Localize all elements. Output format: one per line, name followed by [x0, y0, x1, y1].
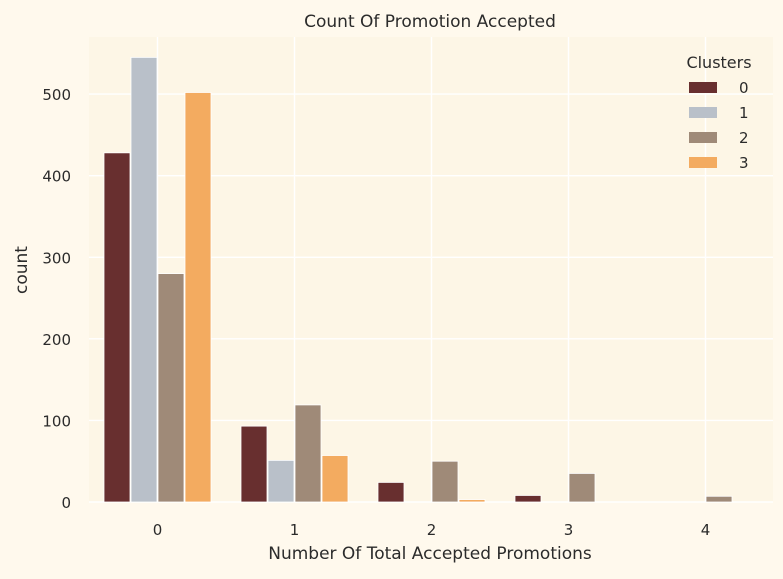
- legend-swatch: [689, 107, 717, 118]
- legend-title: Clusters: [686, 53, 751, 72]
- x-axis-label: Number Of Total Accepted Promotions: [268, 544, 592, 564]
- legend-entry: 3: [739, 154, 749, 172]
- y-tick-label: 100: [42, 412, 71, 430]
- legend-swatch: [689, 82, 717, 93]
- bar: [705, 495, 733, 503]
- bar: [294, 404, 322, 503]
- legend: Clusters 0 1 2 3: [686, 53, 751, 172]
- y-tick-label: 300: [42, 249, 71, 267]
- x-tick-label: 1: [290, 521, 300, 539]
- legend-entry: 0: [739, 79, 749, 97]
- x-tick-label: 3: [564, 521, 574, 539]
- bar: [377, 482, 405, 503]
- bar: [157, 273, 185, 503]
- bar: [240, 425, 268, 503]
- bar: [568, 473, 596, 503]
- x-tick-label: 2: [427, 521, 437, 539]
- chart-title: Count Of Promotion Accepted: [304, 12, 556, 32]
- bar: [130, 56, 158, 503]
- legend-entry: 1: [739, 104, 749, 122]
- bar: [184, 92, 212, 503]
- bar: [267, 459, 295, 503]
- bars: [103, 56, 733, 503]
- bar: [458, 499, 486, 503]
- y-tick-labels: 0 100 200 300 400 500: [42, 86, 71, 512]
- x-tick-labels: 0 1 2 3 4: [153, 521, 711, 539]
- y-tick-label: 200: [42, 331, 71, 349]
- bar: [514, 495, 542, 503]
- bar: [321, 455, 349, 503]
- x-tick-label: 4: [701, 521, 711, 539]
- bar: [103, 152, 131, 503]
- bar: [431, 460, 459, 503]
- y-tick-label: 0: [61, 494, 71, 512]
- legend-entry: 2: [739, 129, 749, 147]
- legend-swatch: [689, 132, 717, 143]
- y-tick-label: 500: [42, 86, 71, 104]
- x-tick-label: 0: [153, 521, 163, 539]
- y-axis-label: count: [12, 246, 32, 294]
- y-tick-label: 400: [42, 168, 71, 186]
- legend-swatch: [689, 157, 717, 168]
